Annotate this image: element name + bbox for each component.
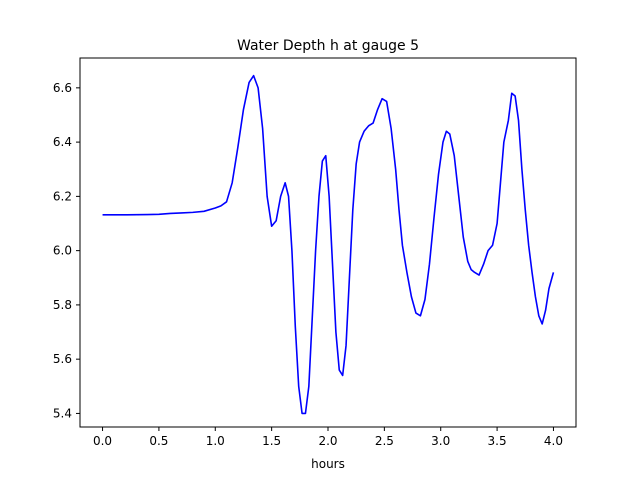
series-line xyxy=(102,74,555,415)
x-tick-label: 4.0 xyxy=(544,434,563,448)
x-tick-label: 1.5 xyxy=(262,434,281,448)
y-tick-label: 5.8 xyxy=(53,298,72,312)
y-tick-label: 5.6 xyxy=(53,352,72,366)
y-axis: 5.4 5.6 5.8 6.0 6.2 6.4 6.6 xyxy=(53,81,80,420)
x-tick-label: 3.0 xyxy=(431,434,450,448)
y-tick-label: 6.4 xyxy=(53,135,72,149)
x-axis-label: hours xyxy=(311,457,345,471)
x-tick-label: 2.5 xyxy=(375,434,394,448)
x-tick-label: 3.5 xyxy=(488,434,507,448)
y-tick-label: 6.6 xyxy=(53,81,72,95)
chart-title: Water Depth h at gauge 5 xyxy=(237,38,419,54)
y-tick-label: 6.2 xyxy=(53,189,72,203)
x-axis: 0.0 0.5 1.0 1.5 2.0 2.5 3.0 3.5 4.0 xyxy=(93,427,563,448)
x-tick-label: 2.0 xyxy=(318,434,337,448)
plot-area xyxy=(79,57,577,428)
axes-frame xyxy=(79,57,577,428)
x-tick-label: 1.0 xyxy=(206,434,225,448)
y-tick-label: 5.4 xyxy=(53,406,72,420)
x-tick-label: 0.0 xyxy=(93,434,112,448)
x-tick-label: 0.5 xyxy=(149,434,168,448)
y-tick-label: 6.0 xyxy=(53,244,72,258)
